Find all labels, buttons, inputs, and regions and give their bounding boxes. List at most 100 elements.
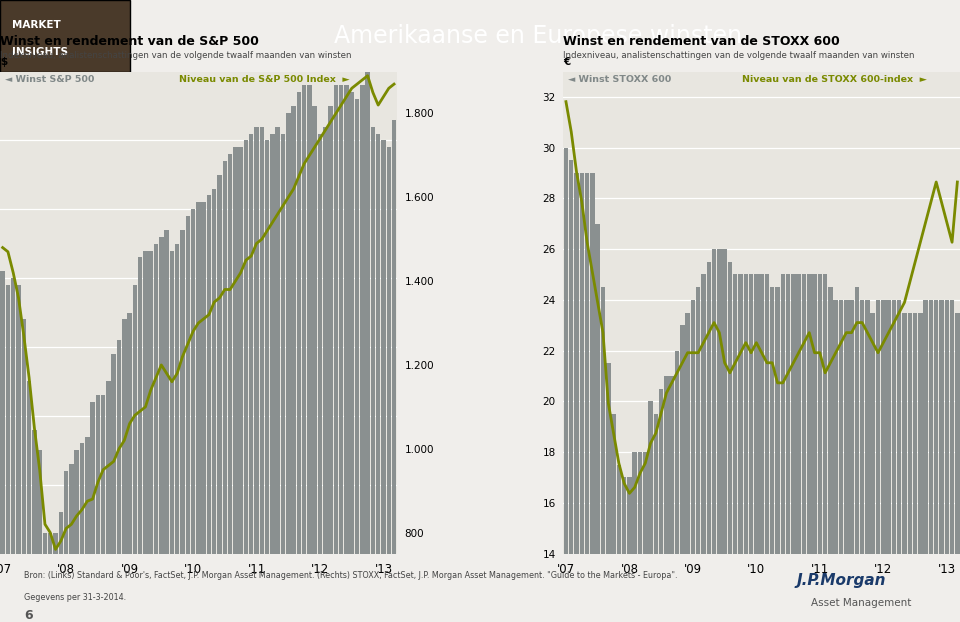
Bar	[871, 313, 875, 622]
Bar	[833, 300, 838, 622]
Bar	[850, 300, 853, 622]
Bar	[786, 274, 790, 622]
Bar	[6, 285, 11, 622]
Bar	[865, 300, 870, 622]
Bar	[149, 251, 153, 622]
Text: J.P.Morgan: J.P.Morgan	[797, 573, 886, 588]
Bar	[807, 274, 811, 622]
Bar	[270, 134, 275, 622]
Bar	[259, 127, 264, 622]
Bar	[622, 478, 626, 622]
Bar	[170, 251, 174, 622]
Bar	[96, 395, 100, 622]
Bar	[381, 141, 386, 622]
Bar	[206, 195, 211, 622]
Bar	[324, 127, 327, 622]
Bar	[85, 437, 89, 622]
Text: Indexniveau, analistenschattingen van de volgende twaalf maanden van winsten: Indexniveau, analistenschattingen van de…	[0, 52, 351, 60]
Bar	[860, 300, 864, 622]
Bar	[42, 533, 47, 622]
Bar	[185, 216, 190, 622]
Bar	[892, 300, 896, 622]
Bar	[749, 274, 754, 622]
Bar	[0, 271, 5, 622]
Bar	[759, 274, 764, 622]
Text: Aandelen: Aandelen	[4, 287, 17, 350]
Text: Niveau van de S&P 500 Index  ►: Niveau van de S&P 500 Index ►	[179, 75, 349, 83]
Bar	[601, 287, 605, 622]
Bar	[101, 395, 106, 622]
Bar	[627, 478, 632, 622]
Bar	[339, 85, 344, 622]
Bar	[280, 134, 285, 622]
Bar	[728, 262, 732, 622]
Bar	[765, 274, 769, 622]
Bar	[580, 173, 584, 622]
Bar	[228, 154, 232, 622]
Bar	[590, 173, 594, 622]
Bar	[334, 85, 338, 622]
FancyBboxPatch shape	[0, 0, 130, 72]
Bar	[690, 300, 695, 622]
Bar	[949, 300, 954, 622]
Bar	[685, 313, 690, 622]
Text: Winst en rendement van de STOXX 600: Winst en rendement van de STOXX 600	[564, 35, 840, 48]
Bar	[249, 134, 253, 622]
Bar	[48, 533, 53, 622]
Bar	[128, 312, 132, 622]
Bar	[349, 92, 354, 622]
Bar	[659, 389, 663, 622]
Bar	[117, 340, 121, 622]
Bar	[180, 230, 184, 622]
Bar	[881, 300, 885, 622]
Bar	[64, 471, 68, 622]
Bar	[606, 363, 611, 622]
Bar	[132, 285, 137, 622]
Bar	[355, 99, 359, 622]
Bar	[797, 274, 801, 622]
Bar	[654, 414, 659, 622]
Bar	[371, 127, 375, 622]
Bar	[643, 452, 648, 622]
Bar	[154, 244, 158, 622]
Text: Amerikaanse en Europese winsten: Amerikaanse en Europese winsten	[333, 24, 742, 48]
Bar	[934, 300, 939, 622]
Bar	[212, 188, 216, 622]
Bar	[21, 320, 26, 622]
Bar	[955, 313, 960, 622]
Bar	[159, 237, 163, 622]
Text: MARKET: MARKET	[12, 20, 60, 30]
Bar	[828, 287, 832, 622]
Bar	[233, 147, 238, 622]
Bar	[812, 274, 817, 622]
Bar	[717, 249, 722, 622]
Bar	[722, 249, 727, 622]
Bar	[27, 381, 32, 622]
Text: Indexniveau, analistenschattingen van de volgende twaalf maanden van winsten: Indexniveau, analistenschattingen van de…	[564, 52, 915, 60]
Bar	[696, 287, 701, 622]
Bar	[376, 134, 380, 622]
Bar	[387, 147, 391, 622]
Bar	[143, 251, 148, 622]
Bar	[301, 85, 306, 622]
Bar	[780, 274, 785, 622]
Bar	[776, 287, 780, 622]
Bar	[939, 300, 944, 622]
Bar	[823, 274, 828, 622]
Bar	[918, 313, 923, 622]
Bar	[297, 92, 301, 622]
Bar	[574, 173, 579, 622]
Bar	[328, 106, 333, 622]
Text: ◄ Winst S&P 500: ◄ Winst S&P 500	[5, 75, 94, 83]
Text: Niveau van de STOXX 600-index  ►: Niveau van de STOXX 600-index ►	[742, 75, 926, 83]
Text: 6: 6	[24, 609, 33, 622]
Bar	[254, 127, 259, 622]
Bar	[633, 452, 636, 622]
Bar	[648, 401, 653, 622]
Bar	[217, 175, 222, 622]
Bar	[616, 465, 621, 622]
Bar	[111, 354, 116, 622]
Bar	[711, 249, 716, 622]
Bar	[876, 300, 880, 622]
Bar	[244, 141, 249, 622]
